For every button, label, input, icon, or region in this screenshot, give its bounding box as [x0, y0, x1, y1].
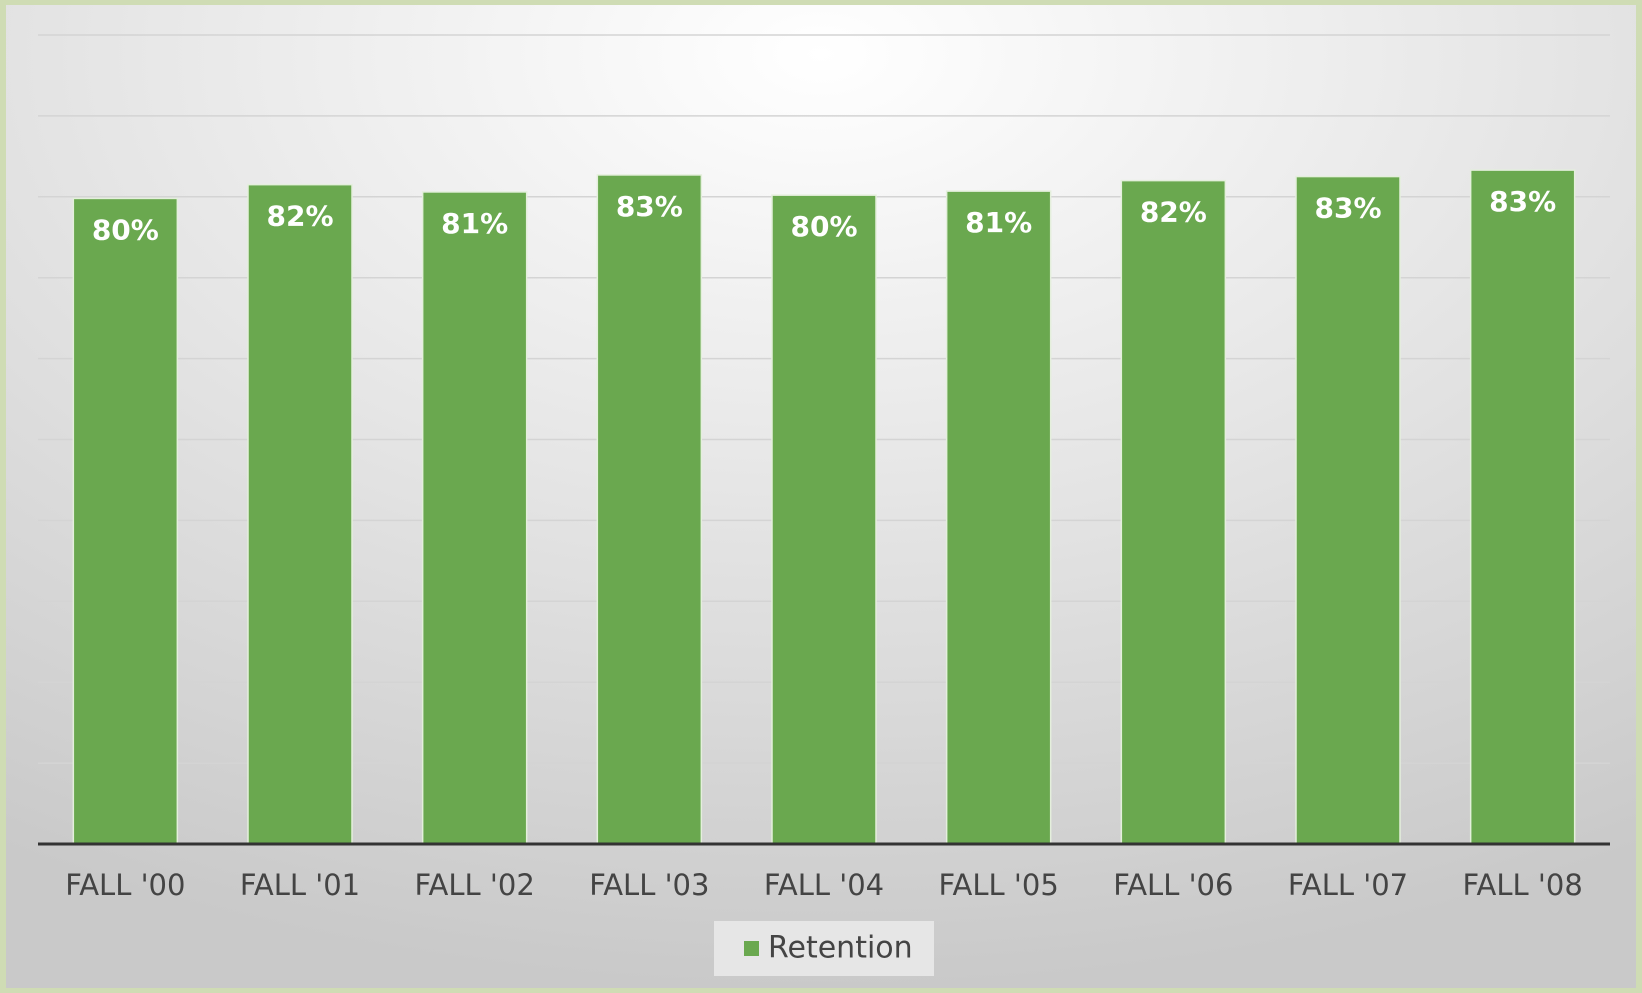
- bar: [247, 183, 353, 845]
- bar: [771, 194, 877, 845]
- data-label: 81%: [441, 207, 508, 240]
- bar: [421, 191, 528, 845]
- data-label: 83%: [616, 190, 683, 223]
- data-label: 81%: [965, 206, 1032, 239]
- legend-swatch: [744, 941, 759, 956]
- bar: [945, 190, 1052, 845]
- bar: [1469, 169, 1576, 845]
- data-label: 83%: [1314, 192, 1381, 225]
- bar: [1120, 179, 1227, 845]
- x-tick-label: FALL '06: [1113, 868, 1233, 902]
- x-tick-label: FALL '00: [65, 868, 185, 902]
- bars: [72, 169, 1576, 845]
- data-label: 80%: [92, 213, 159, 246]
- bar: [596, 174, 703, 845]
- bar: [1295, 175, 1401, 845]
- data-label: 82%: [1140, 196, 1207, 229]
- x-tick-label: FALL '07: [1288, 868, 1408, 902]
- x-tick-label: FALL '05: [939, 868, 1059, 902]
- data-label: 83%: [1489, 185, 1556, 218]
- x-tick-label: FALL '02: [415, 868, 535, 902]
- legend-label: Retention: [768, 931, 913, 966]
- x-tick-label: FALL '01: [240, 868, 360, 902]
- bar: [72, 197, 179, 845]
- x-tick-label: FALL '08: [1463, 868, 1583, 902]
- x-tick-label: FALL '04: [764, 868, 884, 902]
- data-label: 80%: [790, 210, 857, 243]
- x-tick-label: FALL '03: [589, 868, 709, 902]
- labels: FALL '00 80% FALL '01 82% FALL '02 81% FALL '0…: [65, 185, 1583, 902]
- data-label: 82%: [266, 200, 333, 233]
